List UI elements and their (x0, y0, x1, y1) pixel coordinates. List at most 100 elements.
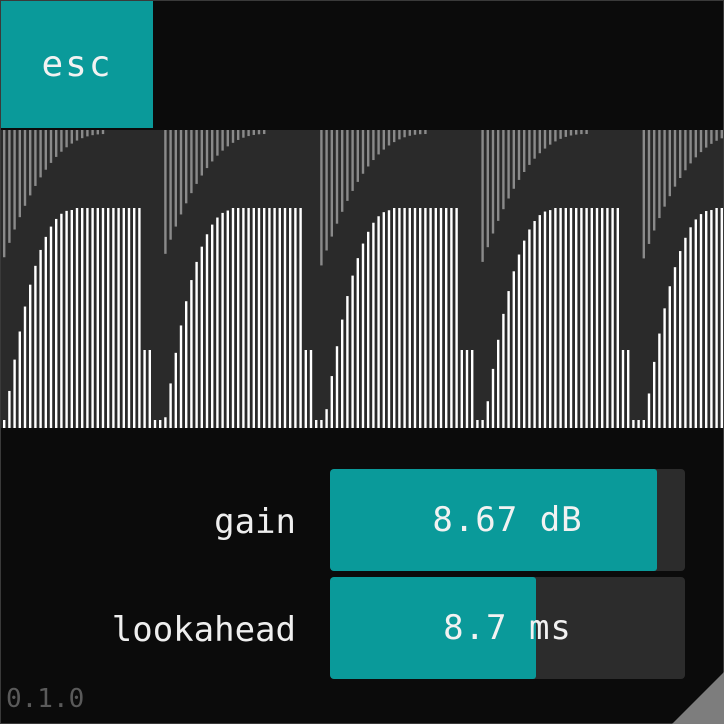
envelope-bar (653, 361, 656, 428)
gain-reduction-bar (679, 130, 682, 179)
envelope-bar (647, 393, 651, 428)
gain-reduction-bar (86, 130, 89, 137)
gain-reduction-bar (710, 130, 713, 144)
gain-reduction-bar (393, 130, 396, 143)
envelope-bar (559, 208, 562, 428)
envelope-bar (710, 210, 713, 428)
gain-reduction-bar (44, 130, 47, 170)
gain-reduction-bar (179, 130, 183, 215)
gain-reduction-bar (237, 130, 240, 140)
envelope-bar (465, 350, 469, 428)
envelope-bar (96, 208, 99, 428)
envelope-bar (486, 401, 489, 428)
gain-slider-fill (330, 469, 657, 571)
gain-reduction-bar (247, 130, 250, 137)
gain-reduction-bar (18, 130, 21, 218)
envelope-bar (29, 284, 32, 428)
gain-reduction-bar (263, 130, 266, 135)
gain-reduction-bar (398, 130, 401, 140)
gain-reduction-bar (491, 130, 495, 234)
envelope-bar (13, 359, 16, 428)
gain-reduction-bar (668, 130, 671, 197)
gain-reduction-bar (257, 130, 261, 135)
envelope-bar (107, 208, 110, 428)
gain-reduction-bar (377, 130, 380, 155)
lookahead-value: 8.7 ms (443, 608, 572, 648)
envelope-bar (699, 214, 703, 428)
envelope-bar (439, 208, 443, 428)
envelope-bar (49, 226, 53, 428)
envelope-bar (471, 350, 474, 428)
envelope-bar (424, 208, 427, 428)
resize-corner-icon[interactable] (672, 672, 724, 724)
lookahead-slider[interactable]: 8.7 ms (330, 577, 685, 679)
envelope-bar (575, 208, 578, 428)
envelope-bar (23, 306, 27, 428)
envelope-bar (263, 208, 266, 428)
gain-reduction-bar (564, 130, 567, 137)
envelope-bar (429, 208, 432, 428)
envelope-bar (65, 210, 68, 428)
gain-reduction-bar (673, 130, 677, 187)
envelope-bar (231, 208, 235, 428)
envelope-bar (122, 208, 125, 428)
envelope-bar (554, 208, 557, 428)
gain-reduction-bar (528, 130, 531, 165)
envelope-bar (601, 208, 604, 428)
envelope-bar (34, 265, 37, 428)
envelope-bar (179, 325, 183, 428)
envelope-bar (580, 208, 583, 428)
gain-reduction-bar (481, 130, 484, 262)
gain-reduction-bar (559, 130, 562, 139)
envelope-bar (372, 222, 375, 428)
envelope-bar (268, 208, 271, 428)
envelope-bar (564, 208, 567, 428)
gain-reduction-bar (575, 130, 578, 135)
gain-reduction-bar (580, 130, 583, 135)
gain-reduction-bar (585, 130, 588, 135)
envelope-bar (460, 350, 463, 428)
envelope-bar (684, 237, 687, 428)
envelope-bar (252, 208, 255, 428)
envelope-bar (403, 208, 406, 428)
envelope-bar (377, 216, 380, 428)
gain-reduction-bar (13, 130, 16, 230)
envelope-bar (143, 350, 146, 428)
gain-reduction-bar (549, 130, 552, 145)
gain-reduction-bar (699, 130, 703, 153)
envelope-bar (169, 383, 172, 428)
envelope-bar (216, 217, 219, 428)
gain-reduction-bar (341, 130, 344, 212)
esc-button[interactable]: esc (1, 1, 153, 128)
envelope-bar (60, 213, 63, 428)
gain-reduction-bar (185, 130, 188, 204)
envelope-bar (325, 409, 328, 428)
gain-reduction-bar (507, 130, 510, 199)
gain-reduction-bar (60, 130, 63, 152)
gain-reduction-bar (81, 130, 84, 139)
envelope-bar (611, 208, 614, 428)
envelope-meter (1, 130, 723, 428)
gain-reduction-bar (29, 130, 32, 196)
envelope-bar (315, 420, 318, 428)
envelope-bar (445, 208, 448, 428)
gain-reduction-bar (39, 130, 42, 178)
gain-reduction-bar (226, 130, 229, 147)
envelope-bar (606, 208, 609, 428)
envelope-bar (127, 208, 131, 428)
gain-reduction-bar (200, 130, 203, 176)
gain-slider[interactable]: 8.67 dB (330, 469, 685, 571)
gain-reduction-bar (320, 130, 323, 266)
envelope-bar (502, 313, 505, 428)
gain-reduction-bar (169, 130, 172, 240)
gain-reduction-bar (694, 130, 697, 158)
gain-value: 8.67 dB (432, 500, 583, 540)
envelope-bar (200, 246, 203, 428)
envelope-bar (616, 208, 619, 428)
envelope-bar (497, 339, 500, 428)
envelope-bar (185, 301, 188, 428)
gain-reduction-bar (642, 130, 645, 259)
envelope-bar (533, 221, 536, 428)
envelope-bar (299, 208, 302, 428)
gain-reduction-bar (65, 130, 68, 148)
